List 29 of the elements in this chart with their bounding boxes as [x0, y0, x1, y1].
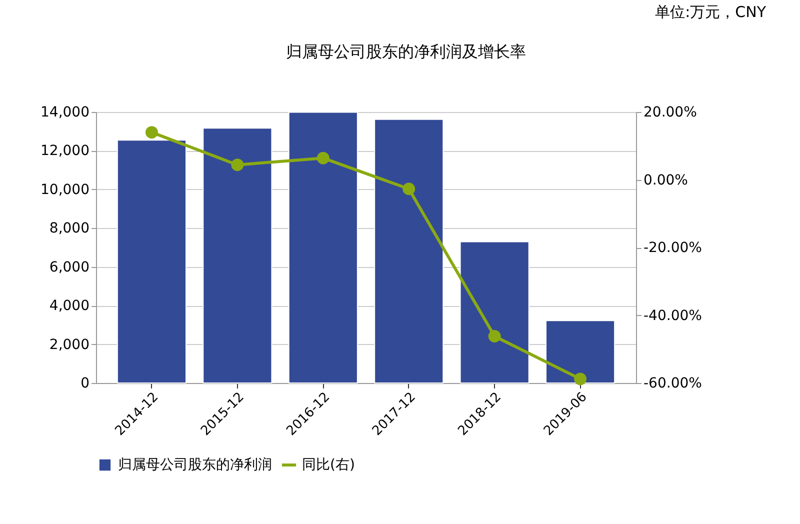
- point: [231, 158, 244, 172]
- y2-tick-label: 20.00%: [644, 104, 697, 120]
- legend-label: 同比(右): [302, 457, 355, 473]
- point: [402, 182, 416, 196]
- bar: [374, 118, 444, 384]
- y-tick-label: 12,000: [40, 143, 90, 160]
- point: [488, 330, 501, 342]
- bar: [460, 241, 530, 384]
- y2-tick-label: -20.00%: [644, 240, 702, 256]
- y-tick-label: 4,000: [49, 298, 90, 314]
- text: 单位:万元，CNY: [655, 3, 767, 21]
- bar: [202, 128, 272, 384]
- y-tick-label: 6,000: [49, 259, 90, 276]
- legend-label: 归属母公司股东的净利润: [118, 457, 272, 473]
- y-tick-label: 10,000: [40, 182, 90, 198]
- bar: [288, 112, 358, 384]
- point: [574, 372, 587, 386]
- point: [145, 126, 158, 139]
- bar: [116, 140, 186, 384]
- y2-tick-label: 0.00%: [644, 172, 688, 188]
- bar: [546, 320, 616, 384]
- point: [316, 152, 330, 164]
- y-tick-label: 8,000: [49, 220, 90, 237]
- y2-tick-label: -40.00%: [644, 308, 702, 324]
- chart-title: 归属母公司股东的净利润及增长率: [286, 42, 526, 61]
- y-tick-label: 14,000: [40, 104, 90, 120]
- y2-tick-label: -60.00%: [644, 376, 702, 392]
- y-tick-label: 2,000: [49, 336, 90, 353]
- y-tick-label: 0: [80, 376, 90, 392]
